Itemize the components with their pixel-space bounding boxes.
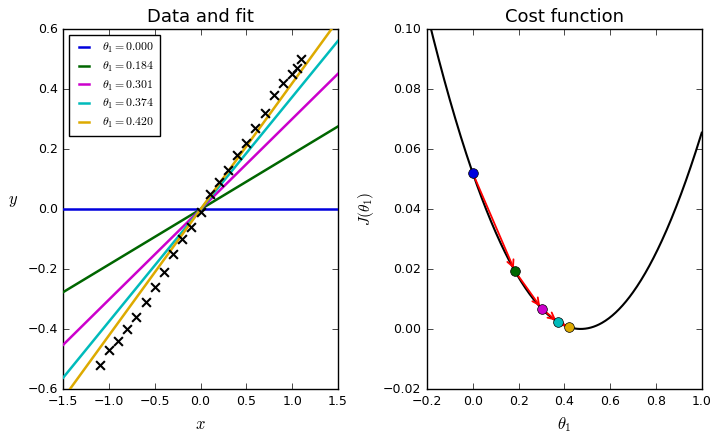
Legend: $\theta_1=0.000$, $\theta_1=0.184$, $\theta_1=0.301$, $\theta_1=0.374$, $\theta_: $\theta_1=0.000$, $\theta_1=0.184$, $\th… [69,35,161,136]
Point [204,191,215,198]
Point [231,152,243,159]
X-axis label: $\theta_1$: $\theta_1$ [557,415,572,434]
Point [167,251,179,258]
Point [295,56,307,63]
Point [176,236,188,243]
Point [213,179,225,186]
Y-axis label: $J(\theta_1)$: $J(\theta_1)$ [356,192,376,226]
Point [240,140,252,147]
Point [140,299,151,306]
Point [122,326,133,333]
Point [277,80,289,87]
Point [158,269,170,276]
Title: Cost function: Cost function [505,8,624,27]
Point [131,314,143,321]
Point [259,110,271,117]
Point [287,71,298,78]
Point [222,167,234,174]
Point [186,224,197,231]
Point [149,284,161,291]
Point [250,125,261,132]
Title: Data and fit: Data and fit [147,8,254,27]
Point [103,347,114,354]
Point [195,209,207,216]
Point [268,92,279,99]
Point [94,362,106,369]
Point [112,338,124,345]
Y-axis label: $y$: $y$ [9,191,19,210]
X-axis label: $x$: $x$ [195,415,206,433]
Point [291,65,302,72]
